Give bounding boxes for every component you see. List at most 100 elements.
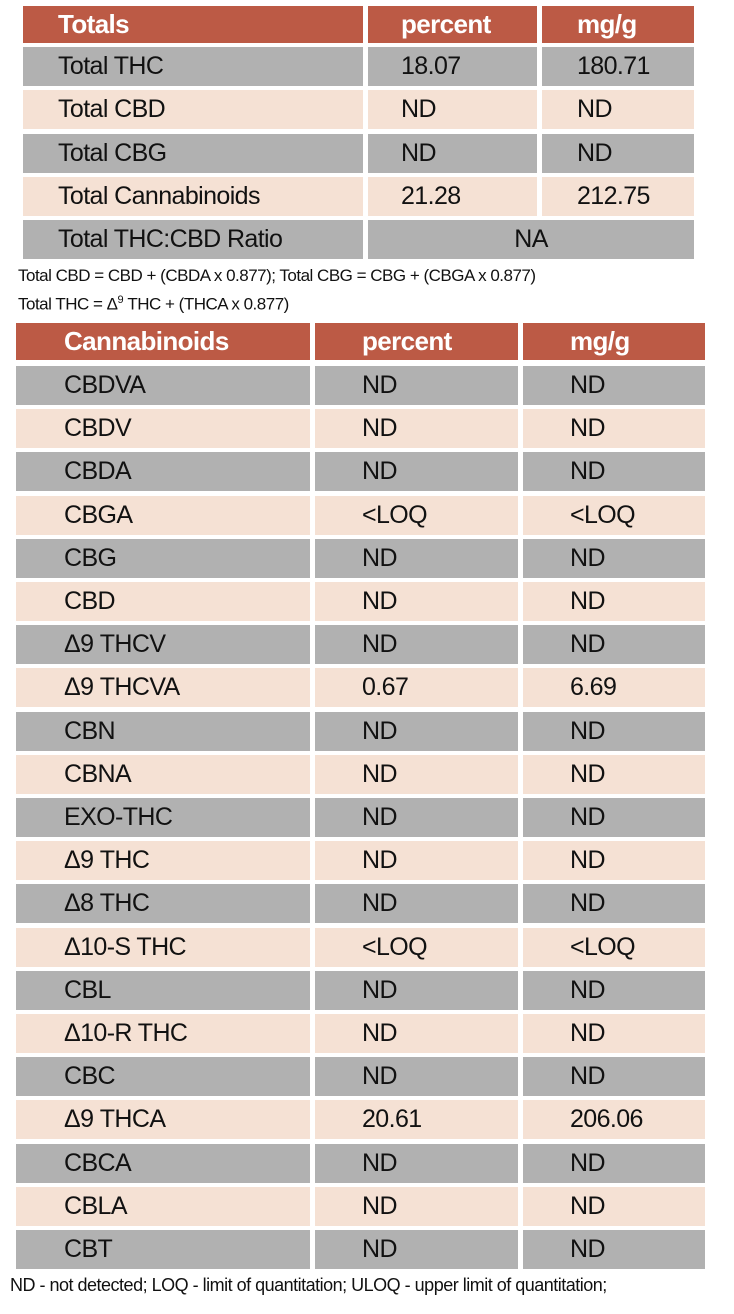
row-percent: ND — [315, 452, 518, 492]
cann-header-percent: percent — [315, 323, 518, 360]
row-name: CBDA — [16, 452, 310, 492]
formula-note-2-sup: 9 — [117, 294, 124, 306]
row-percent: ND — [315, 409, 518, 449]
table-row: Δ9 THC ND ND — [16, 841, 705, 881]
row-mgg: <LOQ — [523, 927, 705, 967]
cann-header-mgg: mg/g — [523, 323, 705, 360]
formula-note-2-suffix: THC + (THCA x 0.877) — [123, 294, 289, 314]
table-row: EXO-THC ND ND — [16, 798, 705, 837]
row-name: Δ9 THCA — [16, 1100, 310, 1140]
row-percent: ND — [315, 582, 518, 621]
row-percent: ND — [368, 90, 537, 130]
table-row: Δ9 THCVA 0.67 6.69 — [16, 668, 705, 708]
row-mgg: ND — [523, 582, 705, 621]
row-mgg: ND — [523, 366, 705, 405]
row-percent: ND — [315, 711, 518, 751]
row-mgg: ND — [523, 711, 705, 751]
row-percent: ND — [315, 754, 518, 794]
row-name: Δ9 THCVA — [16, 668, 310, 708]
legend-note: ND - not detected; LOQ - limit of quanti… — [10, 1275, 607, 1295]
row-mgg: ND — [523, 970, 705, 1010]
row-name: CBD — [16, 582, 310, 621]
row-name: CBNA — [16, 754, 310, 794]
formula-note-2-prefix: Total THC = Δ — [18, 294, 118, 314]
row-percent: ND — [315, 366, 518, 405]
row-percent: ND — [368, 133, 537, 173]
row-name: Δ8 THC — [16, 884, 310, 924]
row-mgg: ND — [523, 841, 705, 881]
row-name: CBL — [16, 970, 310, 1010]
cannabinoids-table: Cannabinoids percent mg/g CBDVA ND ND CBDV ND ND… — [16, 323, 706, 1273]
table-row: CBN ND ND — [16, 711, 705, 751]
totals-header-mgg: mg/g — [542, 6, 694, 43]
row-name: CBG — [16, 538, 310, 578]
row-mgg: 206.06 — [523, 1100, 705, 1140]
table-row: Total THC 18.07 180.71 — [23, 47, 694, 86]
row-name: CBC — [16, 1057, 310, 1097]
row-mgg: ND — [523, 1230, 705, 1269]
table-row: CBDA ND ND — [16, 452, 705, 492]
table-row: CBGA <LOQ <LOQ — [16, 495, 705, 535]
row-name: CBDVA — [16, 366, 310, 405]
row-mgg: ND — [523, 1057, 705, 1097]
row-percent: ND — [315, 538, 518, 578]
row-name: Δ10-R THC — [16, 1014, 310, 1053]
row-mgg: ND — [542, 90, 694, 130]
table-row: CBC ND ND — [16, 1057, 705, 1097]
row-mgg: ND — [523, 538, 705, 578]
row-percent: ND — [315, 1143, 518, 1183]
totals-header-percent: percent — [368, 6, 537, 43]
row-percent: ND — [315, 884, 518, 924]
row-percent: 0.67 — [315, 668, 518, 708]
ratio-name: Total THC:CBD Ratio — [23, 220, 363, 260]
table-row: CBL ND ND — [16, 970, 705, 1010]
row-mgg: ND — [523, 625, 705, 665]
row-percent: 20.61 — [315, 1100, 518, 1140]
row-name: Total Cannabinoids — [23, 176, 363, 216]
row-mgg: ND — [523, 884, 705, 924]
row-percent: <LOQ — [315, 495, 518, 535]
row-mgg: ND — [523, 409, 705, 449]
table-row: Total THC:CBD Ratio NA — [23, 220, 694, 260]
row-mgg: ND — [523, 754, 705, 794]
table-row: Total CBG ND ND — [23, 133, 694, 173]
table-header-row: Cannabinoids percent mg/g — [16, 323, 705, 360]
formula-note-1: Total CBD = CBD + (CBDA x 0.877); Total … — [18, 266, 536, 285]
row-name: Total THC — [23, 47, 363, 86]
row-percent: ND — [315, 841, 518, 881]
row-mgg: 180.71 — [542, 47, 694, 86]
cann-header-name: Cannabinoids — [16, 323, 310, 360]
row-percent: 18.07 — [368, 47, 537, 86]
table-row: Δ9 THCV ND ND — [16, 625, 705, 665]
row-mgg: 6.69 — [523, 668, 705, 708]
row-percent: ND — [315, 798, 518, 837]
table-row: CBT ND ND — [16, 1230, 705, 1269]
table-row: CBDV ND ND — [16, 409, 705, 449]
row-mgg: ND — [523, 1143, 705, 1183]
table-row: CBD ND ND — [16, 582, 705, 621]
row-percent: ND — [315, 1014, 518, 1053]
table-row: CBLA ND ND — [16, 1186, 705, 1226]
ratio-value: NA — [368, 220, 694, 260]
row-percent: ND — [315, 1186, 518, 1226]
table-row: Δ8 THC ND ND — [16, 884, 705, 924]
table-row: Δ10-R THC ND ND — [16, 1014, 705, 1053]
table-row: Total Cannabinoids 21.28 212.75 — [23, 176, 694, 216]
row-name: EXO-THC — [16, 798, 310, 837]
formula-note-2: Total THC = Δ9 THC + (THCA x 0.877) — [18, 294, 289, 315]
table-row: CBG ND ND — [16, 538, 705, 578]
row-percent: ND — [315, 1230, 518, 1269]
row-mgg: ND — [523, 1186, 705, 1226]
row-percent: ND — [315, 1057, 518, 1097]
row-name: Δ10-S THC — [16, 927, 310, 967]
row-percent: ND — [315, 970, 518, 1010]
row-name: CBDV — [16, 409, 310, 449]
row-mgg: ND — [523, 798, 705, 837]
totals-header-name: Totals — [23, 6, 363, 43]
row-name: CBCA — [16, 1143, 310, 1183]
table-row: Δ9 THCA 20.61 206.06 — [16, 1100, 705, 1140]
row-name: Total CBD — [23, 90, 363, 130]
row-mgg: ND — [523, 1014, 705, 1053]
row-mgg: <LOQ — [523, 495, 705, 535]
row-name: CBT — [16, 1230, 310, 1269]
